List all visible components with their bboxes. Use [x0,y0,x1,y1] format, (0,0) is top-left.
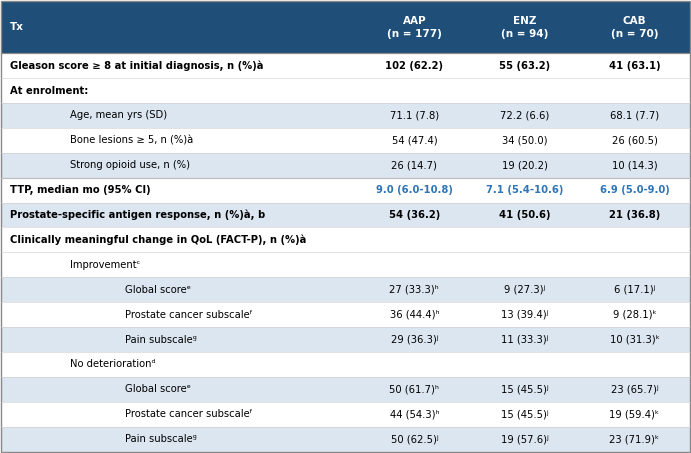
Text: AAP
(n = 177): AAP (n = 177) [387,16,442,39]
Text: 44 (54.3)ʰ: 44 (54.3)ʰ [390,409,439,419]
Text: 50 (62.5)ʲ: 50 (62.5)ʲ [390,434,438,444]
Text: 34 (50.0): 34 (50.0) [502,135,547,145]
Text: Strong opioid use, n (%): Strong opioid use, n (%) [70,160,190,170]
FancyBboxPatch shape [1,277,690,302]
Text: 26 (60.5): 26 (60.5) [612,135,658,145]
Text: 15 (45.5)ʲ: 15 (45.5)ʲ [500,409,548,419]
Text: 23 (65.7)ʲ: 23 (65.7)ʲ [611,384,659,395]
Text: 55 (63.2): 55 (63.2) [499,61,550,71]
FancyBboxPatch shape [1,352,690,377]
Text: 9 (27.3)ʲ: 9 (27.3)ʲ [504,285,545,295]
Text: 36 (44.4)ʰ: 36 (44.4)ʰ [390,310,439,320]
FancyBboxPatch shape [1,153,690,178]
Text: 68.1 (7.7): 68.1 (7.7) [610,111,659,120]
Text: 19 (59.4)ᵏ: 19 (59.4)ᵏ [609,409,660,419]
Text: Prostate-specific antigen response, n (%)à, b: Prostate-specific antigen response, n (%… [10,210,265,220]
Text: 9.0 (6.0-10.8): 9.0 (6.0-10.8) [376,185,453,195]
Text: 54 (47.4): 54 (47.4) [392,135,437,145]
Text: 19 (20.2): 19 (20.2) [502,160,547,170]
Text: Pain subscaleᵍ: Pain subscaleᵍ [125,335,197,345]
Text: 15 (45.5)ʲ: 15 (45.5)ʲ [500,384,548,395]
FancyBboxPatch shape [1,78,690,103]
FancyBboxPatch shape [1,128,690,153]
Text: 11 (33.3)ʲ: 11 (33.3)ʲ [501,335,548,345]
Text: 19 (57.6)ʲ: 19 (57.6)ʲ [500,434,549,444]
FancyBboxPatch shape [1,178,690,202]
Text: 71.1 (7.8): 71.1 (7.8) [390,111,439,120]
Text: CAB
(n = 70): CAB (n = 70) [611,16,659,39]
Text: 29 (36.3)ʲ: 29 (36.3)ʲ [390,335,438,345]
Text: 102 (62.2): 102 (62.2) [386,61,444,71]
Text: 6 (17.1)ʲ: 6 (17.1)ʲ [614,285,655,295]
Text: Bone lesions ≥ 5, n (%)à: Bone lesions ≥ 5, n (%)à [70,135,193,145]
Text: Prostate cancer subscaleᶠ: Prostate cancer subscaleᶠ [125,409,253,419]
Text: 23 (71.9)ᵏ: 23 (71.9)ᵏ [609,434,660,444]
Text: Improvementᶜ: Improvementᶜ [70,260,140,270]
FancyBboxPatch shape [1,252,690,277]
Text: Pain subscaleᵍ: Pain subscaleᵍ [125,434,197,444]
FancyBboxPatch shape [1,53,690,78]
Text: Prostate cancer subscaleᶠ: Prostate cancer subscaleᶠ [125,310,253,320]
FancyBboxPatch shape [1,202,690,227]
FancyBboxPatch shape [1,1,690,53]
FancyBboxPatch shape [1,103,690,128]
Text: Gleason score ≥ 8 at initial diagnosis, n (%)à: Gleason score ≥ 8 at initial diagnosis, … [10,60,263,71]
Text: 9 (28.1)ᵏ: 9 (28.1)ᵏ [613,310,656,320]
Text: 10 (31.3)ᵏ: 10 (31.3)ᵏ [609,335,659,345]
Text: No deteriorationᵈ: No deteriorationᵈ [70,359,156,370]
Text: At enrolment:: At enrolment: [10,86,88,96]
Text: 72.2 (6.6): 72.2 (6.6) [500,111,549,120]
Text: 13 (39.4)ʲ: 13 (39.4)ʲ [501,310,548,320]
Text: ENZ
(n = 94): ENZ (n = 94) [501,16,548,39]
Text: 27 (33.3)ʰ: 27 (33.3)ʰ [390,285,439,295]
Text: Clinically meaningful change in QoL (FACT-P), n (%)à: Clinically meaningful change in QoL (FAC… [10,235,306,245]
Text: Tx: Tx [10,22,23,32]
FancyBboxPatch shape [1,327,690,352]
Text: 26 (14.7): 26 (14.7) [391,160,437,170]
Text: 41 (63.1): 41 (63.1) [609,61,661,71]
Text: Age, mean yrs (SD): Age, mean yrs (SD) [70,111,167,120]
Text: Global scoreᵉ: Global scoreᵉ [125,285,191,295]
Text: TTP, median mo (95% CI): TTP, median mo (95% CI) [10,185,150,195]
Text: 21 (36.8): 21 (36.8) [609,210,660,220]
Text: 54 (36.2): 54 (36.2) [389,210,440,220]
Text: 41 (50.6): 41 (50.6) [499,210,550,220]
FancyBboxPatch shape [1,227,690,252]
Text: Global scoreᵉ: Global scoreᵉ [125,384,191,395]
FancyBboxPatch shape [1,377,690,402]
Text: 6.9 (5.0-9.0): 6.9 (5.0-9.0) [600,185,670,195]
FancyBboxPatch shape [1,402,690,427]
Text: 7.1 (5.4-10.6): 7.1 (5.4-10.6) [486,185,563,195]
FancyBboxPatch shape [1,302,690,327]
Text: 50 (61.7)ʰ: 50 (61.7)ʰ [389,384,439,395]
Text: 10 (14.3): 10 (14.3) [612,160,657,170]
FancyBboxPatch shape [1,427,690,452]
